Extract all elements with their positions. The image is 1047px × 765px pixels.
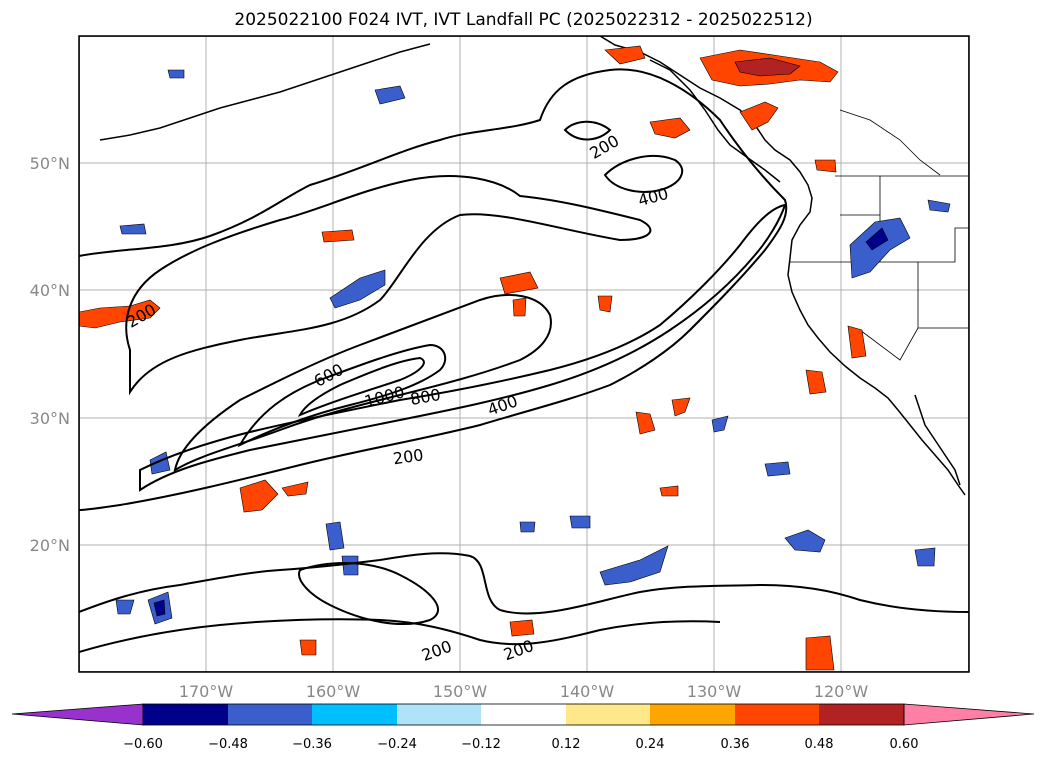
blob-pos [509, 619, 535, 637]
blob-neg [569, 515, 591, 529]
blob-pos [805, 635, 835, 671]
blob-neg [519, 521, 536, 533]
contour-400 [139, 203, 787, 492]
blob-neg [865, 227, 889, 251]
contour-1000 [297, 356, 425, 418]
blob-pos [321, 229, 355, 243]
blob-pos [512, 297, 527, 317]
contour-200-mid [298, 562, 440, 626]
blob-pos [239, 479, 279, 513]
blob-pos [847, 325, 867, 359]
lon-label: 140°W [560, 682, 615, 701]
colorbar-tick-label: 0.36 [721, 737, 750, 752]
contour-200-south [79, 552, 969, 615]
colorbar-tick-label: −0.36 [292, 737, 332, 752]
lat-label: 50°N [30, 154, 70, 173]
lat-label: 40°N [30, 281, 70, 300]
blob-neg [115, 599, 135, 615]
blob-neg [149, 451, 171, 475]
blob-neg [764, 461, 791, 477]
colorbar-segment [397, 704, 481, 725]
colorbar-low-extend [11, 703, 144, 726]
blob-neg [599, 545, 669, 586]
map-panel: 200 400 200 600 1000 800 400 200 200 200 [79, 36, 969, 672]
blob-neg [325, 521, 345, 551]
blob-pos [299, 639, 317, 656]
colorbar-tick-label: −0.12 [461, 737, 501, 752]
blob-pos [499, 271, 539, 295]
colorbar-segment [650, 704, 735, 725]
contour-label: 200 [392, 445, 425, 468]
blob-neg [784, 529, 826, 553]
blob-neg [914, 547, 936, 567]
blob-pos [734, 57, 801, 77]
blob-pos [805, 369, 827, 395]
map-title: 2025022100 F024 IVT, IVT Landfall PC (20… [234, 10, 813, 30]
contour-north [563, 120, 612, 141]
contour-200 [79, 68, 788, 511]
contour-400b [603, 155, 684, 193]
blob-neg [341, 555, 359, 576]
longitude-labels: 170°W 160°W 150°W 140°W 130°W 120°W [179, 682, 869, 701]
lon-label: 170°W [179, 682, 234, 701]
contour-200-south2 [79, 618, 721, 653]
blob-neg [329, 269, 386, 309]
blob-pos [659, 485, 679, 497]
contour-600 [173, 294, 552, 473]
contour-800 [237, 343, 447, 448]
blob-pos [814, 159, 837, 173]
colorbar-segment [228, 704, 312, 725]
colorbar-tick-label: −0.60 [123, 737, 163, 752]
blob-neg [849, 217, 911, 279]
blob-pos [281, 481, 309, 497]
blob-pos [649, 117, 691, 139]
lon-label: 120°W [814, 682, 869, 701]
blob-neg [153, 599, 166, 617]
blob-pos [79, 299, 161, 329]
colorbar-segment [481, 704, 566, 725]
shaded-blobs [79, 45, 951, 671]
lon-label: 160°W [306, 682, 361, 701]
colorbar-tick-label: 0.48 [805, 737, 834, 752]
colorbar-segment [819, 704, 904, 725]
blob-pos [604, 45, 646, 65]
colorbar-segment [312, 704, 397, 725]
blob-neg [927, 199, 951, 213]
blob-neg [374, 85, 406, 105]
contour-200b [125, 174, 652, 396]
lat-label: 30°N [30, 409, 70, 428]
ivt-contours [79, 68, 969, 653]
lat-label: 20°N [30, 536, 70, 555]
blob-pos [739, 101, 779, 131]
lon-label: 150°W [433, 682, 488, 701]
colorbar-high-extend [903, 703, 1035, 726]
blob-neg [119, 223, 147, 235]
colorbar-segment [566, 704, 650, 725]
colorbar-tick-label: 0.60 [890, 737, 919, 752]
colorbar-tick-label: 0.12 [552, 737, 581, 752]
blob-neg [711, 415, 729, 433]
blob-pos [671, 397, 691, 417]
coastlines [99, 36, 966, 496]
lon-label: 130°W [687, 682, 742, 701]
colorbar-tick-label: −0.48 [208, 737, 248, 752]
blob-neg [167, 69, 185, 79]
blob-pos [597, 295, 613, 313]
colorbar-segment [735, 704, 819, 725]
colorbar-segment [143, 704, 228, 725]
colorbar-tick-label: −0.24 [377, 737, 417, 752]
colorbar-tick-label: 0.24 [636, 737, 665, 752]
colorbar: −0.60 −0.48 −0.36 −0.24 −0.12 0.12 0.24 … [11, 703, 1035, 752]
blob-pos [635, 411, 656, 435]
latitude-labels: 50°N 40°N 30°N 20°N [30, 154, 70, 555]
